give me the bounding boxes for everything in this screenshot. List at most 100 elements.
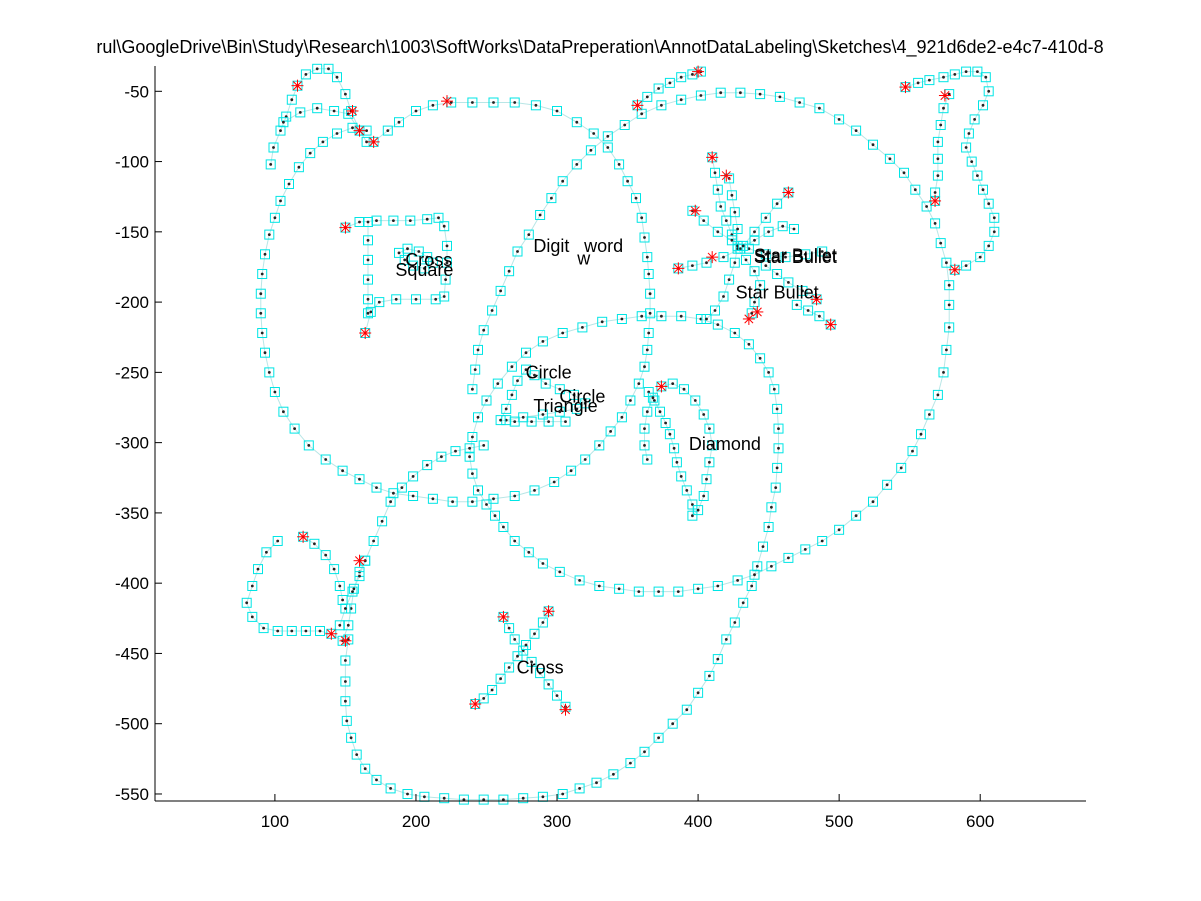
sample-box [763, 522, 774, 532]
sample-dot [668, 81, 672, 85]
sample-dot [282, 410, 285, 414]
sample-dot [397, 120, 401, 124]
sample-dot [575, 407, 579, 411]
sample-box [639, 423, 650, 434]
sample-box [687, 510, 698, 521]
sample-box [289, 423, 300, 434]
stroke-line-2 [260, 102, 651, 503]
sample-dot [327, 67, 330, 71]
sample-box [639, 361, 650, 372]
sample-box [978, 100, 988, 111]
sample-box [752, 561, 763, 572]
sample-box [681, 485, 692, 496]
sample-box [523, 547, 534, 558]
annotation-label: Circle [559, 386, 605, 406]
sample-box [814, 311, 825, 322]
sample-box [817, 246, 828, 257]
sample-dot [987, 244, 991, 248]
y-tick-label: -50 [124, 82, 149, 101]
sample-dot [561, 792, 565, 796]
sample-dot [648, 311, 652, 315]
sample-box [554, 384, 565, 395]
sample-box [537, 409, 548, 420]
sample-dot [346, 623, 350, 627]
corner-point [824, 318, 837, 331]
sample-dot [919, 432, 923, 436]
sample-box [907, 446, 918, 457]
sample-dot [259, 292, 263, 296]
corner-point [339, 221, 352, 234]
sample-box [916, 429, 926, 440]
sample-dot [344, 607, 347, 610]
sample-box [724, 274, 735, 285]
sample-dot [679, 75, 683, 79]
sample-box [932, 389, 943, 400]
sample-dot [885, 483, 889, 487]
sample-dot [657, 590, 660, 593]
sample-box [320, 454, 331, 465]
sample-box [741, 254, 751, 265]
sample-dot [313, 542, 316, 546]
sample-box [385, 783, 396, 794]
sample-box [726, 235, 737, 246]
sample-dot [533, 489, 536, 492]
sample-box [526, 416, 537, 427]
sample-dot [267, 371, 271, 374]
sample-dot [507, 666, 511, 669]
corner-markers [291, 65, 961, 716]
sample-dot [710, 444, 714, 447]
sample-dot [629, 761, 632, 765]
sample-dot [916, 81, 920, 85]
sample-box [608, 769, 619, 780]
sample-dot [425, 217, 429, 221]
sample-dot [290, 629, 294, 633]
stroke-line-5 [398, 248, 434, 269]
sample-box [464, 451, 475, 462]
sample-box [766, 561, 777, 572]
sample-box [337, 595, 348, 605]
sample-box [580, 454, 591, 465]
sample-box [278, 117, 289, 128]
sample-box [408, 471, 419, 482]
sample-box [800, 249, 811, 260]
y-tick-label: -100 [115, 153, 149, 172]
sample-box [721, 215, 732, 226]
stroke-line-7 [302, 536, 344, 601]
sample-box [671, 457, 682, 468]
sample-box [698, 491, 709, 501]
sample-dot [733, 261, 737, 265]
sample-box [363, 308, 373, 319]
sample-dot [558, 570, 562, 574]
sample-dot [473, 368, 477, 371]
sample-box [676, 94, 687, 105]
sample-dot [764, 264, 768, 267]
corner-point [706, 151, 719, 164]
sample-dot [777, 446, 780, 450]
sample-box [255, 288, 266, 299]
annotation-label: Star Bullet [754, 246, 837, 266]
sample-box [264, 367, 275, 378]
sample-dot [643, 236, 646, 239]
sample-dot [363, 767, 367, 771]
sample-dot [597, 444, 601, 447]
sample-box [490, 510, 500, 521]
sample-box [363, 235, 373, 246]
sample-markers [241, 63, 1000, 805]
annotation-label: word [583, 236, 623, 256]
sample-dot [581, 326, 584, 329]
sample-box [334, 620, 345, 631]
sample-box [241, 597, 252, 608]
sample-dot [471, 387, 474, 391]
sample-dot [468, 455, 471, 459]
sample-box [265, 159, 276, 170]
sample-dot [693, 399, 697, 402]
sample-box [439, 793, 450, 804]
sample-box [944, 299, 955, 310]
stroke-lines [246, 68, 995, 801]
sample-box [653, 732, 664, 743]
sample-box [729, 328, 740, 338]
sample-box [941, 344, 952, 355]
sample-dot [716, 584, 720, 588]
sample-box [591, 777, 602, 788]
sample-box [293, 162, 304, 173]
